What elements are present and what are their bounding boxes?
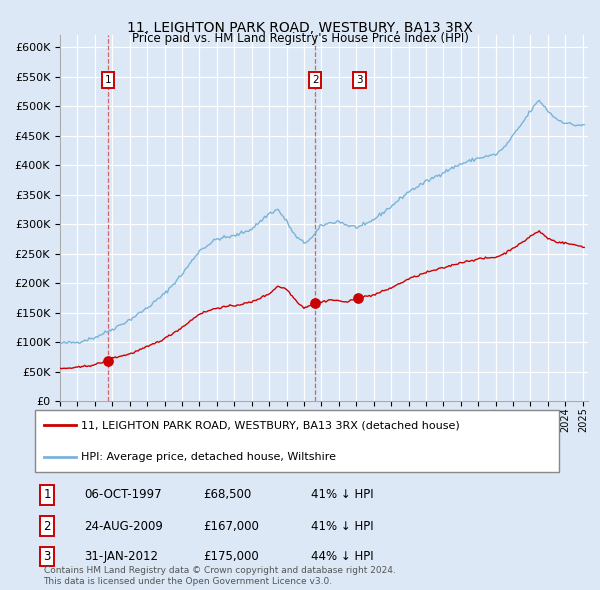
Text: 44% ↓ HPI: 44% ↓ HPI xyxy=(311,550,373,563)
Point xyxy=(103,356,113,365)
Text: Price paid vs. HM Land Registry's House Price Index (HPI): Price paid vs. HM Land Registry's House … xyxy=(131,32,469,45)
Text: HPI: Average price, detached house, Wiltshire: HPI: Average price, detached house, Wilt… xyxy=(82,451,337,461)
Text: 2: 2 xyxy=(44,520,51,533)
Text: 31-JAN-2012: 31-JAN-2012 xyxy=(84,550,158,563)
FancyBboxPatch shape xyxy=(35,410,559,472)
Text: 1: 1 xyxy=(44,488,51,501)
Text: £175,000: £175,000 xyxy=(203,550,259,563)
Text: 06-OCT-1997: 06-OCT-1997 xyxy=(84,488,161,501)
Text: 3: 3 xyxy=(44,550,51,563)
Text: £167,000: £167,000 xyxy=(203,520,259,533)
Text: 2: 2 xyxy=(312,75,319,84)
Text: 3: 3 xyxy=(356,75,362,84)
Text: Contains HM Land Registry data © Crown copyright and database right 2024.
This d: Contains HM Land Registry data © Crown c… xyxy=(44,566,395,585)
Text: 41% ↓ HPI: 41% ↓ HPI xyxy=(311,520,373,533)
Point xyxy=(353,293,362,303)
Text: 11, LEIGHTON PARK ROAD, WESTBURY, BA13 3RX: 11, LEIGHTON PARK ROAD, WESTBURY, BA13 3… xyxy=(127,21,473,35)
Text: 1: 1 xyxy=(104,75,111,84)
Text: £68,500: £68,500 xyxy=(203,488,251,501)
Text: 24-AUG-2009: 24-AUG-2009 xyxy=(84,520,163,533)
Text: 11, LEIGHTON PARK ROAD, WESTBURY, BA13 3RX (detached house): 11, LEIGHTON PARK ROAD, WESTBURY, BA13 3… xyxy=(82,421,460,431)
Point xyxy=(310,298,320,307)
Text: 41% ↓ HPI: 41% ↓ HPI xyxy=(311,488,373,501)
